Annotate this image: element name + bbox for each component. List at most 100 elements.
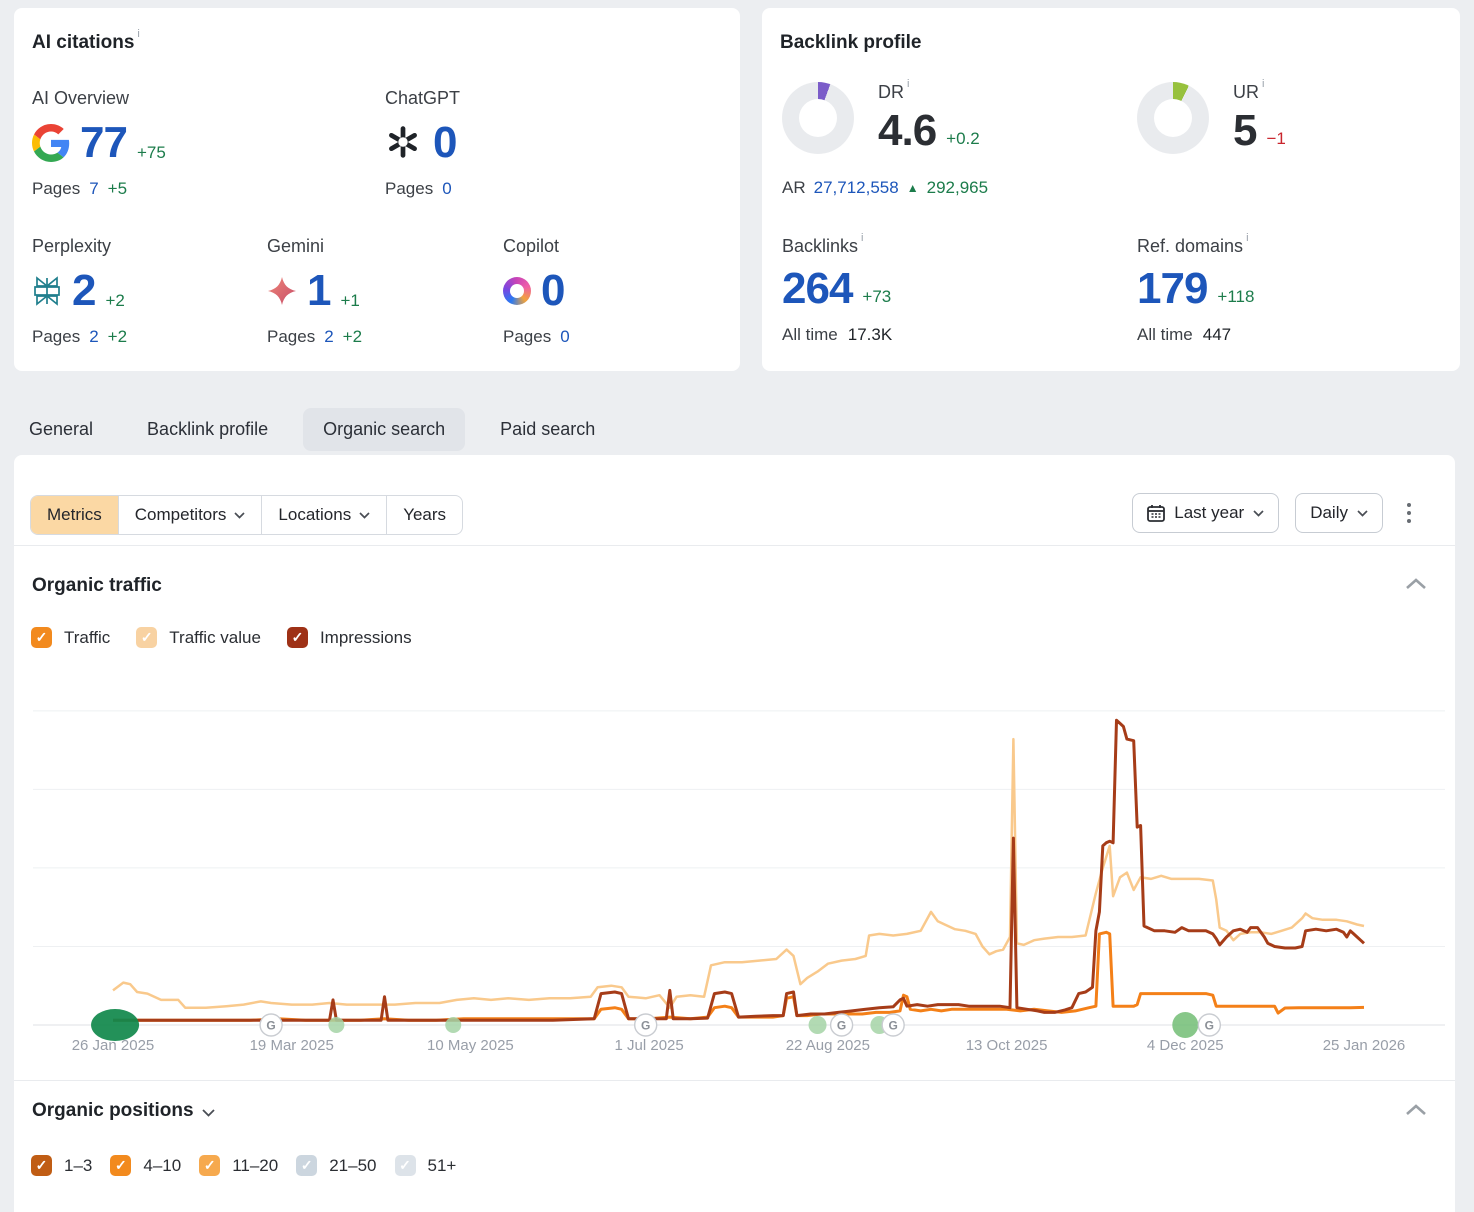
legend-pos-4-10[interactable]: ✓ 4–10 [110,1155,181,1176]
dr-label: DR i [878,78,910,102]
event-dot-marker [808,1016,827,1034]
chevron-down-icon [201,1108,215,1117]
organic-positions-header[interactable]: Organic positions [32,1100,215,1122]
date-range-button[interactable]: Last year [1132,493,1280,533]
google-icon [32,124,70,162]
chevron-down-icon [1357,509,1368,517]
metric-value: 1 [307,266,332,315]
metric-ai-overview: AI Overview 77 +75 Pages 7 +5 [32,88,166,199]
checkbox-pos-51plus[interactable]: ✓ [394,1155,416,1176]
tab-backlink-profile[interactable]: Backlink profile [147,418,269,439]
legend-impressions[interactable]: ✓ Impressions [286,627,412,648]
report-tabs: General Backlink profile Organic search … [14,406,634,452]
ar-delta: 292,965 [926,178,989,197]
event-dot-marker [1172,1012,1199,1038]
metric-chatgpt: ChatGPT 0 Pages 0 [385,88,460,199]
traffic-legend: ✓ Traffic ✓ Traffic value ✓ Impressions [31,627,412,648]
metric-copilot: Copilot 0 Pages 0 [503,236,570,347]
info-icon[interactable]: i [861,232,864,244]
checkbox-pos-11-20[interactable]: ✓ [199,1155,221,1176]
pages-row: Pages 0 [503,327,570,346]
google-update-badge [881,1013,905,1037]
segment-locations[interactable]: Locations [262,496,388,534]
chatgpt-icon [385,124,423,162]
checkbox-impressions[interactable]: ✓ [286,627,308,648]
metric-delta: +1 [340,291,360,310]
legend-pos-21-50[interactable]: ✓ 21–50 [296,1155,377,1176]
legend-pos-11-20[interactable]: ✓ 11–20 [199,1155,278,1176]
metric-value: 0 [541,266,566,315]
section-divider [14,1080,1455,1081]
filter-bar: Metrics Competitors Locations Years Last… [14,455,1455,546]
legend-traffic-value[interactable]: ✓ Traffic value [136,627,261,648]
ref-domains-label: Ref. domains i [1137,232,1249,256]
tab-paid-search[interactable]: Paid search [500,418,596,439]
x-axis-label: 22 Aug 2025 [786,1037,870,1054]
segment-metrics[interactable]: Metrics [31,496,119,534]
metric-label: Perplexity [32,236,112,256]
legend-traffic[interactable]: ✓ Traffic [31,627,110,648]
organic-traffic-chart[interactable]: G G G G G 26 Jan 2025 19 Mar 2025 10 May 2025 1 … [33,686,1445,1058]
chevron-down-icon [234,511,246,519]
checkbox-pos-21-50[interactable]: ✓ [296,1155,318,1176]
segment-years[interactable]: Years [403,505,447,524]
ur-value: 5 [1233,106,1258,155]
x-axis-label: 10 May 2025 [427,1037,514,1054]
x-axis-label: 13 Oct 2025 [966,1037,1048,1054]
metric-perplexity: Perplexity 2 +2 Pages 2 +2 [32,236,127,347]
metric-gemini: Gemini 1 +1 Pages 2 +2 [267,236,362,347]
chevron-down-icon [1253,509,1264,517]
backlink-profile-card: Backlink profile DR i 4.6 +0.2 AR 27,712,5… [762,8,1460,371]
organic-traffic-header: Organic traffic [32,575,162,596]
checkbox-traffic[interactable]: ✓ [31,627,52,648]
series-traffic [113,930,1365,1022]
tab-organic-search[interactable]: Organic search [303,407,466,451]
dr-delta: +0.2 [946,129,980,148]
perplexity-icon [32,276,62,306]
legend-pos-51plus[interactable]: ✓ 51+ [394,1155,456,1176]
segment-competitors[interactable]: Competitors [119,496,263,534]
pages-row: Pages 2 +2 [267,327,363,346]
collapse-organic-traffic-icon[interactable] [1405,577,1427,595]
chevron-down-icon [359,511,370,519]
google-update-badge [829,1013,854,1037]
metric-label: Gemini [267,236,325,256]
filter-segmented-control: Metrics Competitors Locations Years [30,495,464,535]
legend-pos-1-3[interactable]: ✓ 1–3 [31,1155,92,1176]
pages-row: Pages 7 +5 [32,179,128,198]
backlink-profile-title: Backlink profile [780,32,922,53]
info-icon[interactable]: i [907,78,910,90]
up-triangle-icon: ▲ [906,181,919,195]
event-cluster-marker [91,1009,140,1041]
info-icon[interactable]: i [1262,78,1265,90]
organic-search-panel: Metrics Competitors Locations Years Last… [14,455,1455,1212]
ref-domains-value: 179 [1137,264,1208,313]
metric-label: Copilot [503,236,560,256]
positions-legend: ✓ 1–3 ✓ 4–10 ✓ 11–20 ✓ 21–50 ✓ 51+ [31,1155,456,1176]
ar-value[interactable]: 27,712,558 [813,178,899,197]
google-update-badge [259,1013,283,1037]
x-axis-label: 19 Mar 2025 [250,1037,334,1054]
ur-block: UR i 5 −1 [1137,78,1286,155]
kebab-menu-icon[interactable] [1399,497,1419,529]
info-icon[interactable]: i [137,28,140,40]
google-update-badge [634,1013,658,1037]
granularity-button[interactable]: Daily [1295,493,1383,533]
info-icon[interactable]: i [1246,232,1249,244]
event-dot-marker [328,1017,345,1033]
metric-delta: +75 [136,143,166,162]
backlinks-label: Backlinks i [782,232,864,256]
metric-value: 77 [80,118,128,167]
checkbox-traffic-value[interactable]: ✓ [136,627,158,648]
svg-text:G: G [837,1019,846,1033]
collapse-organic-positions-icon[interactable] [1405,1103,1427,1121]
x-axis-label: 25 Jan 2026 [1323,1037,1406,1054]
ai-citations-card: AI citations i AI Overview 77 +75 Pages 7 +… [14,8,740,371]
google-update-badge [1197,1013,1222,1037]
x-axis-label: 4 Dec 2025 [1147,1037,1224,1054]
metric-delta: +2 [105,291,125,310]
checkbox-pos-1-3[interactable]: ✓ [31,1155,52,1176]
tab-general[interactable]: General [29,418,94,439]
checkbox-pos-4-10[interactable]: ✓ [110,1155,132,1176]
